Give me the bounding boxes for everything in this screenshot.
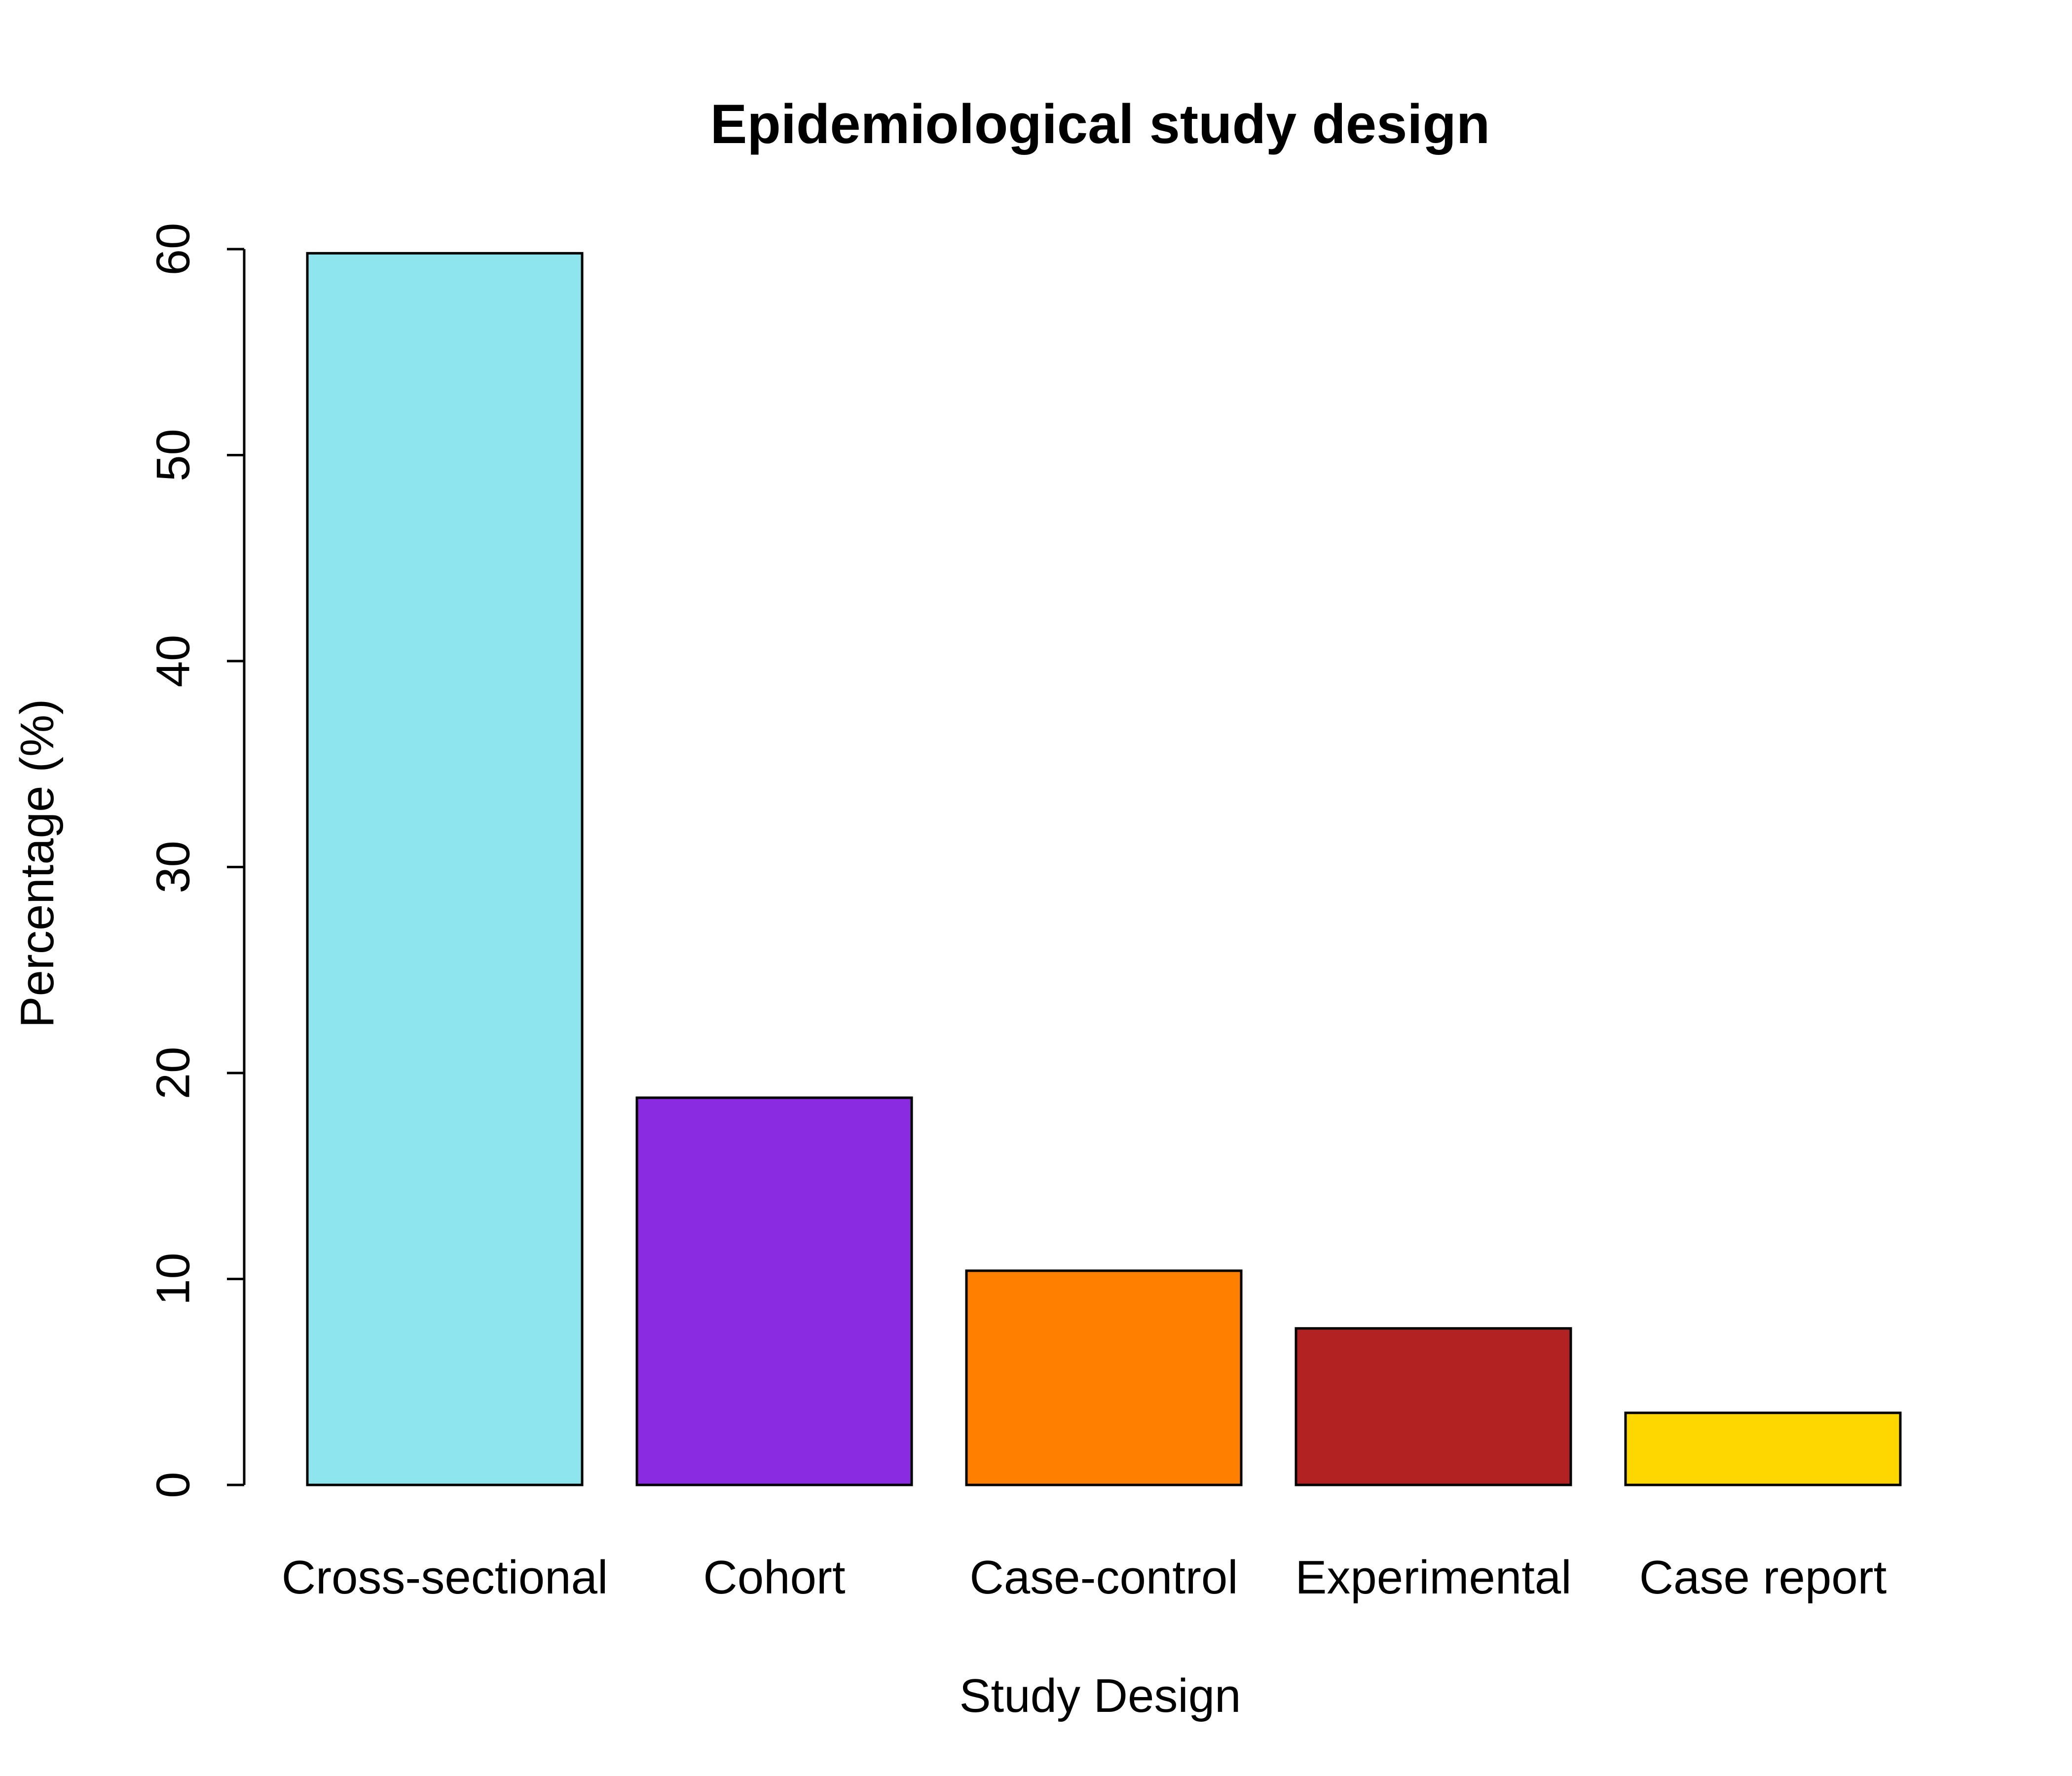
y-tick-label: 0	[147, 1472, 200, 1498]
bar-cohort	[635, 1096, 913, 1486]
x-category-label: Cross-sectional	[282, 1551, 608, 1604]
chart-title: Epidemiological study design	[710, 93, 1490, 155]
x-category-label: Experimental	[1295, 1551, 1571, 1604]
bar-case-report	[1624, 1411, 1902, 1486]
y-tick-label: 30	[147, 841, 200, 893]
x-category-label: Case-control	[969, 1551, 1238, 1604]
x-category-label: Cohort	[703, 1551, 845, 1604]
bar-experimental	[1295, 1327, 1572, 1486]
x-axis-label: Study Design	[960, 1669, 1241, 1722]
bars-group	[306, 252, 1902, 1486]
y-tick-label: 60	[147, 223, 200, 276]
x-axis-categories: Cross-sectional Cohort Case-control Experim…	[282, 1551, 1887, 1604]
y-axis: 0 10 20 30 40 50 60	[147, 223, 246, 1498]
y-tick-label: 40	[147, 635, 200, 688]
y-tick-label: 20	[147, 1047, 200, 1100]
y-tick-label: 50	[147, 429, 200, 481]
y-tick-label: 10	[147, 1253, 200, 1305]
y-axis-label: Percentage (%)	[11, 699, 64, 1028]
x-category-label: Case report	[1639, 1551, 1887, 1604]
bar-cross-sectional	[306, 252, 584, 1486]
bar-case-control	[965, 1269, 1243, 1486]
